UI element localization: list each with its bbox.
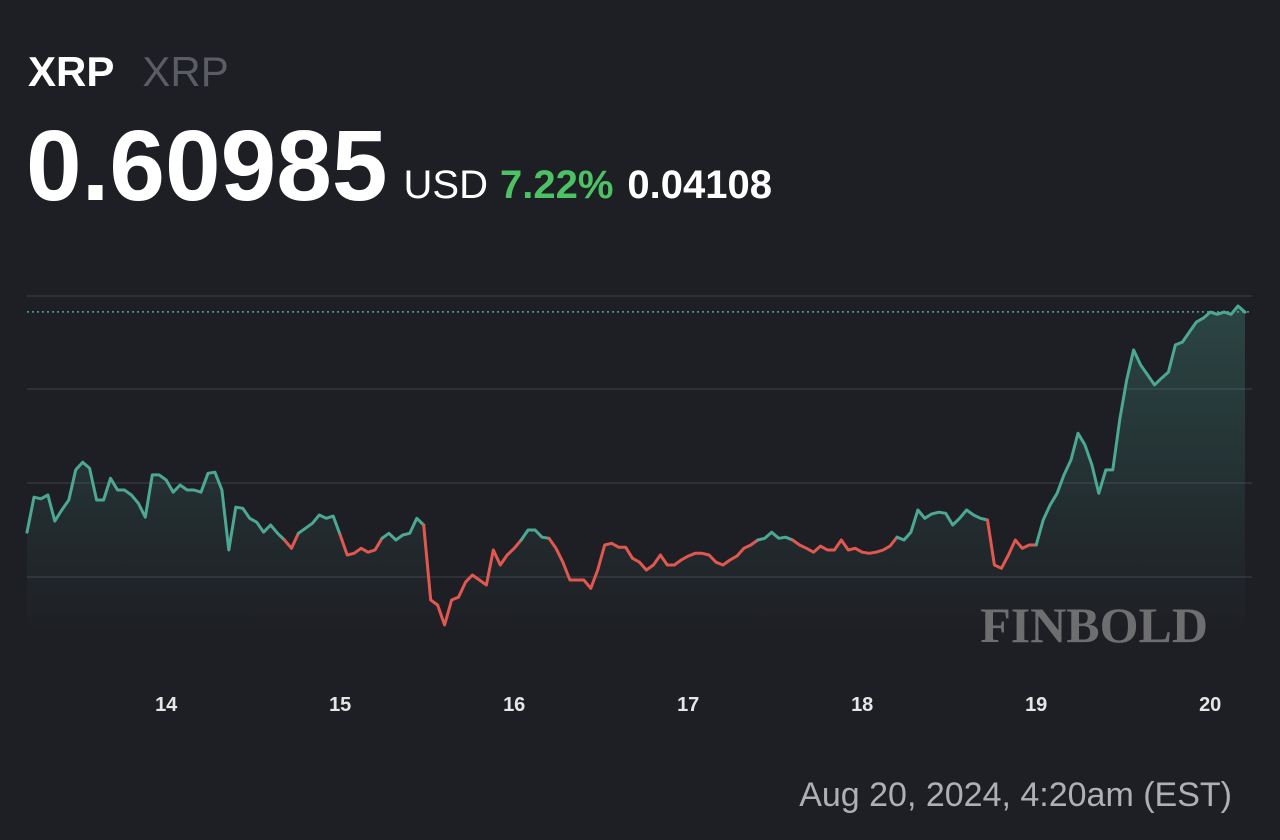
price-line [338,533,384,557]
x-tick-label: 14 [155,694,178,716]
x-tick-label: 18 [851,694,873,716]
price-line [519,528,551,542]
price-line [547,536,760,590]
timestamp: Aug 20, 2024, 4:20am (EST) [799,776,1232,814]
price-line [1034,304,1247,547]
x-tick-label: 19 [1025,694,1047,716]
price-line [283,531,300,550]
price-line [791,535,899,555]
price-area [27,306,1245,630]
price-line [756,530,795,542]
x-tick-label: 15 [329,694,351,716]
price-line [986,518,1038,570]
change: 0.04108 [627,163,772,207]
price-line [25,460,286,552]
x-tick-label: 20 [1199,694,1221,716]
symbol: XRP [28,48,114,95]
price-line [380,516,426,542]
asset-name: XRP [142,48,228,95]
x-tick-label: 16 [503,694,525,716]
change-percent: 7.22% [500,163,613,207]
currency: USD [404,163,488,207]
price: 0.60985 [26,110,387,222]
price-line [422,523,523,627]
price-line [296,513,342,537]
price-line [895,508,989,542]
x-tick-label: 17 [677,694,699,716]
